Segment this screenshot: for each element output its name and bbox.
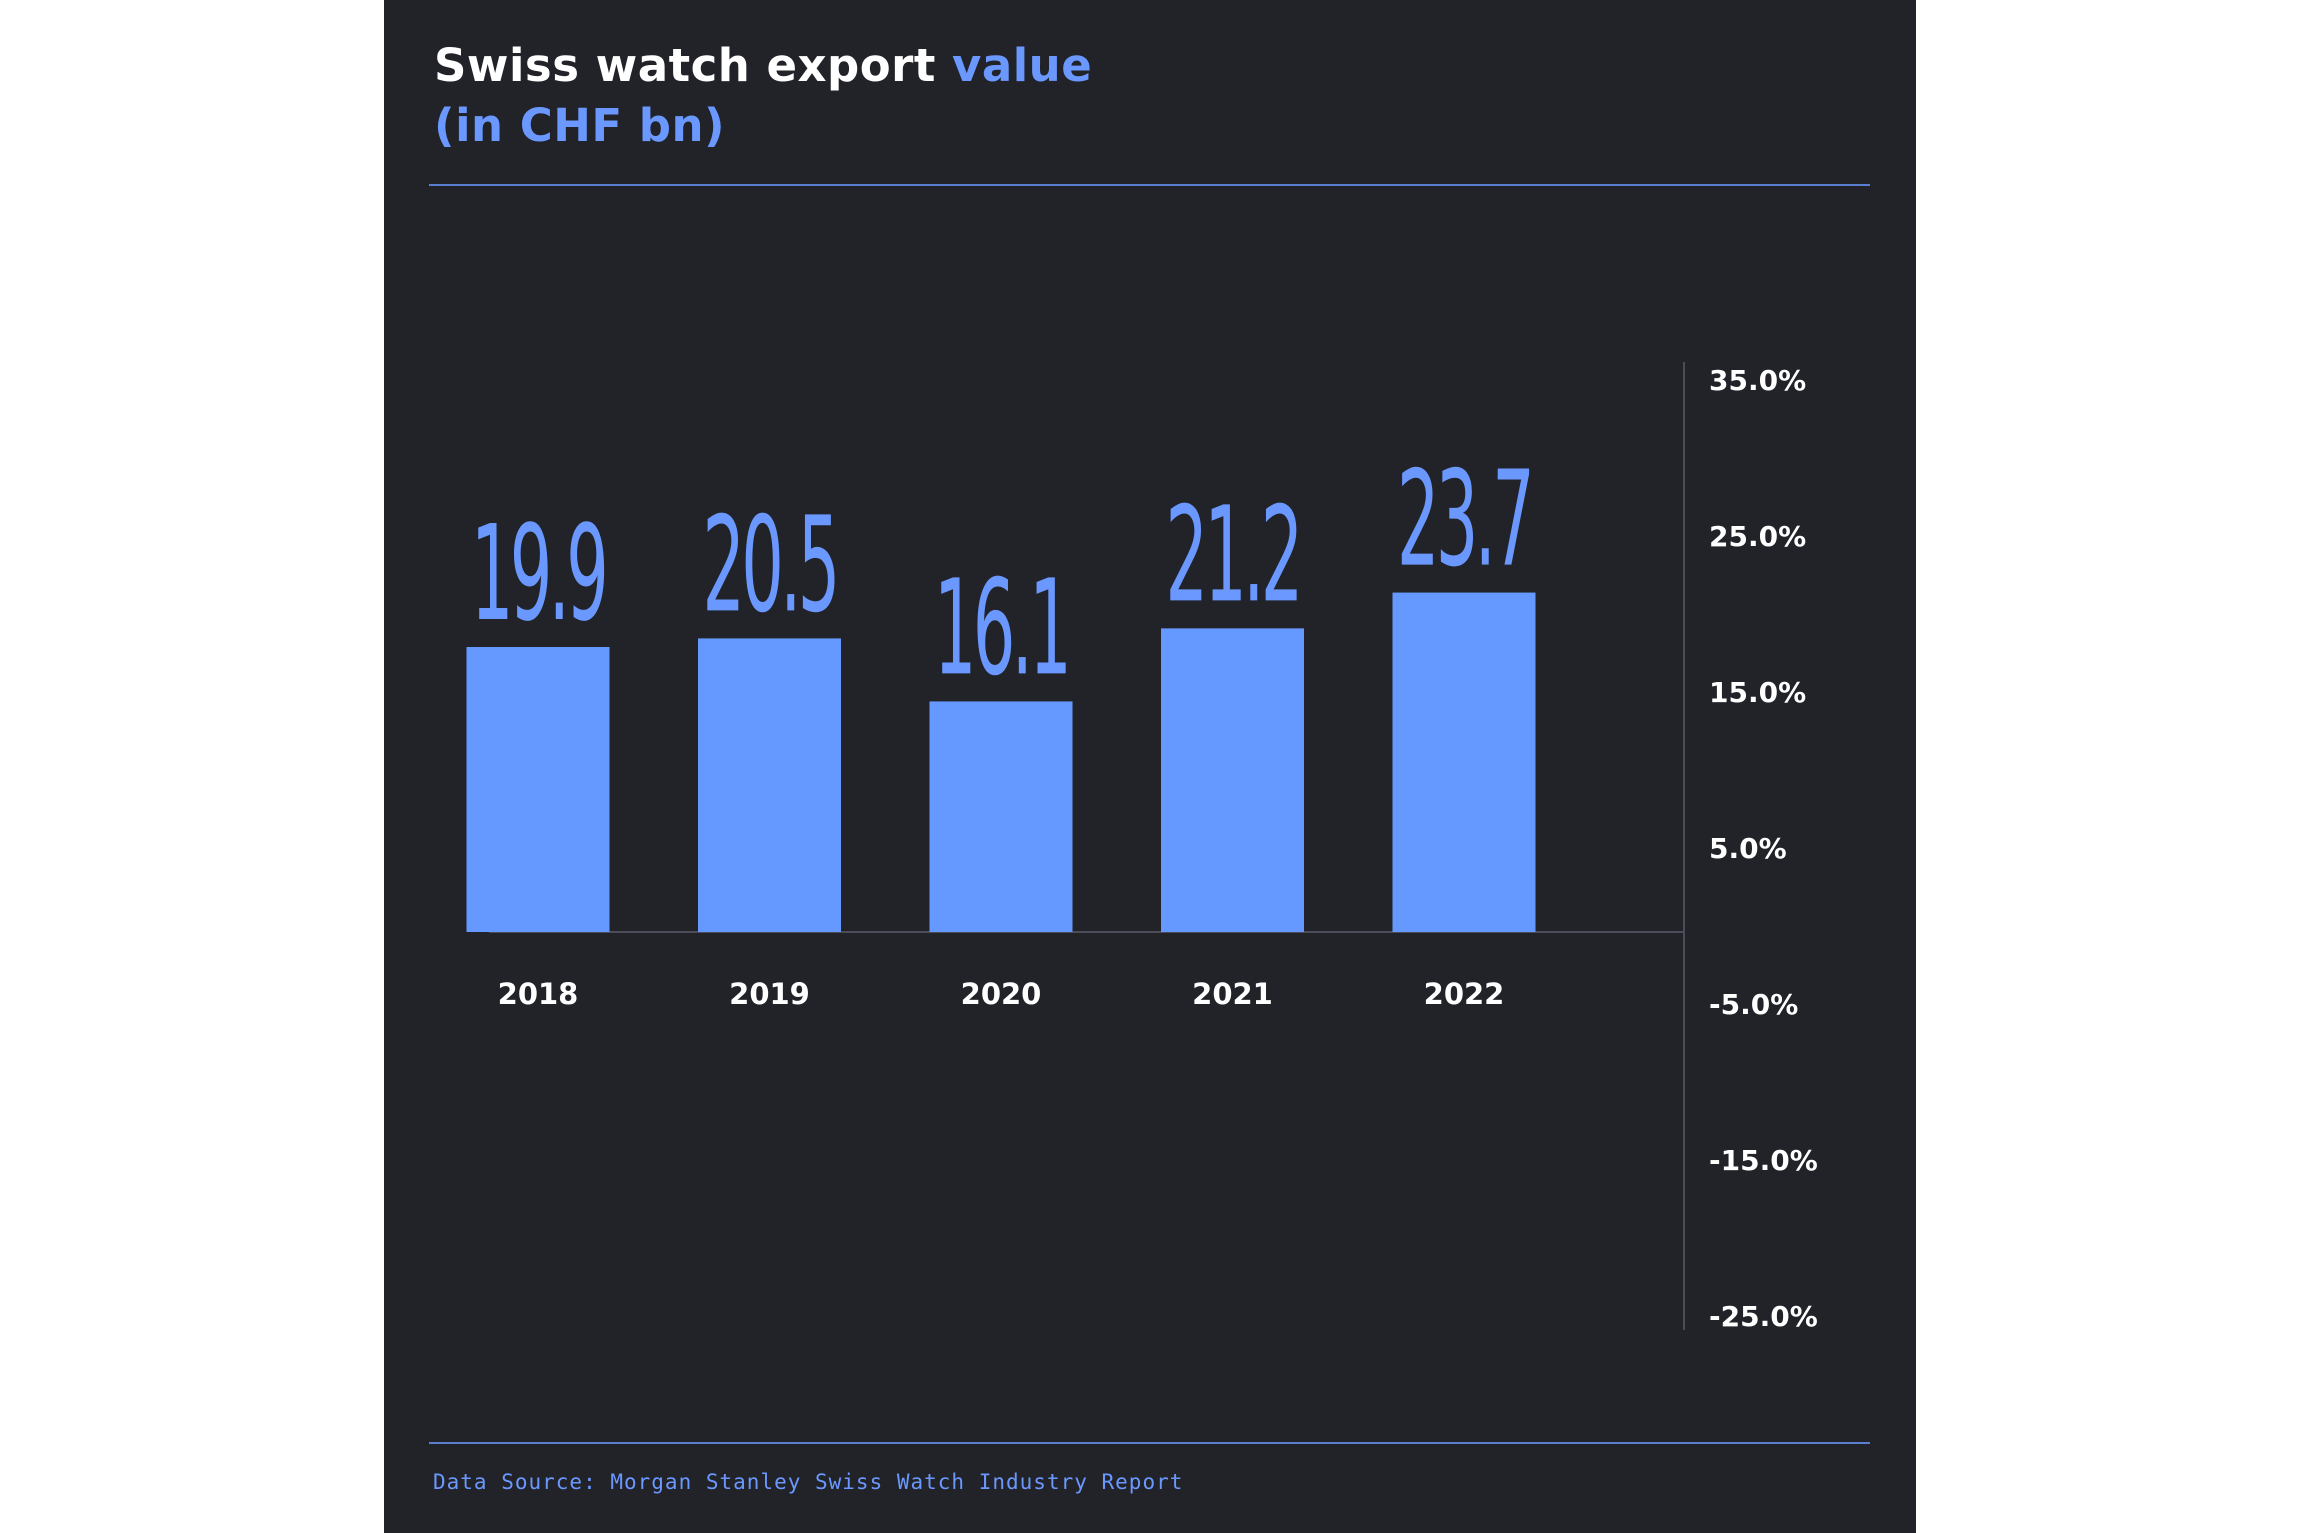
bar-value-label: 20.5: [702, 488, 836, 642]
bar-2018: [466, 647, 610, 932]
bar-value-label: 23.7: [1397, 442, 1531, 596]
y2-tick-label: 15.0%: [1709, 676, 1806, 709]
chart-subtitle: (in CHF bn): [434, 99, 726, 152]
y2-tick-label: -5.0%: [1709, 988, 1798, 1021]
header-divider: [429, 184, 1870, 186]
chart-panel: Swiss watch export value (in CHF bn) 35.…: [384, 0, 1916, 1533]
bar-2021: [1161, 628, 1304, 932]
x-tick-label: 2022: [1424, 977, 1505, 1011]
chart-title: Swiss watch export value (in CHF bn): [434, 36, 1092, 156]
x-tick-label: 2020: [961, 977, 1042, 1011]
y2-tick-label: 5.0%: [1709, 832, 1787, 865]
title-accent: value: [952, 39, 1093, 92]
bar-chart: 35.0% 25.0% 15.0% 5.0% -5.0% -15.0% -25.0% 19.9…: [466, 362, 1818, 1333]
bar-value-label: 19.9: [471, 497, 605, 651]
x-tick-label: 2019: [729, 977, 810, 1011]
bar-2022: [1392, 592, 1536, 932]
footer-divider: [429, 1442, 1870, 1444]
bar-2019: [698, 638, 841, 932]
y2-tick-label: 25.0%: [1709, 520, 1806, 553]
y2-tick-label: -25.0%: [1709, 1300, 1818, 1333]
y2-tick-label: -15.0%: [1709, 1144, 1818, 1177]
bar-value-label: 21.2: [1165, 478, 1299, 632]
x-tick-label: 2021: [1192, 977, 1273, 1011]
data-source: Data Source: Morgan Stanley Swiss Watch …: [433, 1470, 1184, 1494]
chart-marks: 35.0% 25.0% 15.0% 5.0% -5.0% -15.0% -25.0% 19.9…: [466, 362, 1818, 1333]
x-tick-label: 2018: [498, 977, 579, 1011]
y2-tick-label: 35.0%: [1709, 364, 1806, 397]
bar-value-label: 16.1: [934, 551, 1068, 705]
bar-2020: [929, 701, 1073, 932]
title-main: Swiss watch export: [434, 39, 936, 92]
